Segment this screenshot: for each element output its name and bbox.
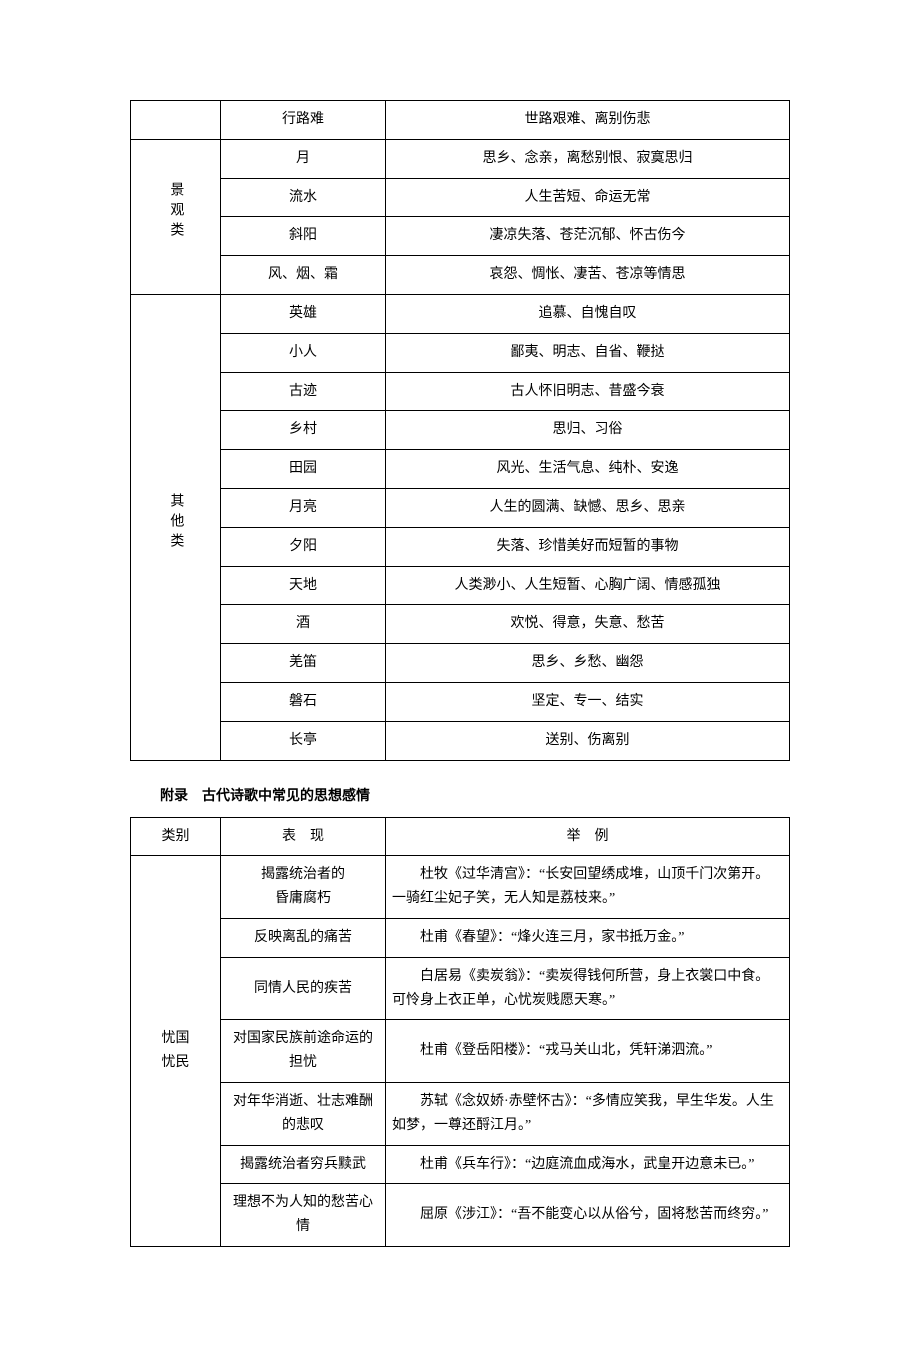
example-cell: 杜甫《春望》：“烽火连三月，家书抵万金。” [386, 918, 790, 957]
item-cell: 长亭 [221, 721, 386, 760]
table-row: 天地人类渺小、人生短暂、心胸广阔、情感孤独 [131, 566, 790, 605]
category-cell: 忧国忧民 [131, 856, 221, 1247]
meaning-cell: 人类渺小、人生短暂、心胸广阔、情感孤独 [386, 566, 790, 605]
table-row: 反映离乱的痛苦 杜甫《春望》：“烽火连三月，家书抵万金。” [131, 918, 790, 957]
item-cell: 行路难 [221, 101, 386, 140]
item-cell: 流水 [221, 178, 386, 217]
table-row: 酒欢悦、得意，失意、愁苦 [131, 605, 790, 644]
expression-cell: 对国家民族前途命运的担忧 [221, 1020, 386, 1083]
category-cell: 景观类 [131, 139, 221, 294]
table-row: 夕阳失落、珍惜美好而短暂的事物 [131, 527, 790, 566]
item-cell: 夕阳 [221, 527, 386, 566]
meaning-cell: 欢悦、得意，失意、愁苦 [386, 605, 790, 644]
table-row: 月亮人生的圆满、缺憾、思乡、思亲 [131, 488, 790, 527]
expression-cell: 揭露统治者穷兵黩武 [221, 1145, 386, 1184]
section-title: 附录 古代诗歌中常见的思想感情 [160, 785, 790, 805]
meaning-cell: 坚定、专一、结实 [386, 682, 790, 721]
category-cell: 其他类 [131, 294, 221, 760]
expression-cell: 反映离乱的痛苦 [221, 918, 386, 957]
meaning-cell: 鄙夷、明志、自省、鞭挞 [386, 333, 790, 372]
table-row: 羌笛思乡、乡愁、幽怨 [131, 644, 790, 683]
meaning-cell: 风光、生活气息、纯朴、安逸 [386, 450, 790, 489]
meaning-cell: 世路艰难、离别伤悲 [386, 101, 790, 140]
table-row: 风、烟、霜哀怨、惆怅、凄苦、苍凉等情思 [131, 256, 790, 295]
meaning-cell: 古人怀旧明志、昔盛今衰 [386, 372, 790, 411]
table-row: 忧国忧民揭露统治者的昏庸腐朽 杜牧《过华清宫》：“长安回望绣成堆，山顶千门次第开… [131, 856, 790, 919]
meaning-cell: 思归、习俗 [386, 411, 790, 450]
item-cell: 羌笛 [221, 644, 386, 683]
example-cell: 苏轼《念奴娇·赤壁怀古》：“多情应笑我，早生华发。人生如梦，一尊还酹江月。” [386, 1082, 790, 1145]
table-row: 同情人民的疾苦 白居易《卖炭翁》：“卖炭得钱何所营，身上衣裳口中食。可怜身上衣正… [131, 957, 790, 1020]
table-row: 对年华消逝、壮志难酬的悲叹 苏轼《念奴娇·赤壁怀古》：“多情应笑我，早生华发。人… [131, 1082, 790, 1145]
meaning-cell: 送别、伤离别 [386, 721, 790, 760]
item-cell: 月亮 [221, 488, 386, 527]
item-cell: 天地 [221, 566, 386, 605]
table-row: 乡村思归、习俗 [131, 411, 790, 450]
meaning-cell: 哀怨、惆怅、凄苦、苍凉等情思 [386, 256, 790, 295]
item-cell: 斜阳 [221, 217, 386, 256]
header-cell: 表 现 [221, 817, 386, 856]
table-row: 斜阳凄凉失落、苍茫沉郁、怀古伤今 [131, 217, 790, 256]
meaning-cell: 失落、珍惜美好而短暂的事物 [386, 527, 790, 566]
item-cell: 酒 [221, 605, 386, 644]
table-row: 小人鄙夷、明志、自省、鞭挞 [131, 333, 790, 372]
meaning-cell: 追慕、自愧自叹 [386, 294, 790, 333]
example-cell: 白居易《卖炭翁》：“卖炭得钱何所营，身上衣裳口中食。可怜身上衣正单，心忧炭贱愿天… [386, 957, 790, 1020]
table-row: 揭露统治者穷兵黩武 杜甫《兵车行》：“边庭流血成海水，武皇开边意未已。” [131, 1145, 790, 1184]
item-cell: 古迹 [221, 372, 386, 411]
imagery-table: 行路难世路艰难、离别伤悲景观类月思乡、念亲，离愁别恨、寂寞思归流水人生苦短、命运… [130, 100, 790, 761]
table-row: 古迹古人怀旧明志、昔盛今衰 [131, 372, 790, 411]
item-cell: 英雄 [221, 294, 386, 333]
table-row: 流水人生苦短、命运无常 [131, 178, 790, 217]
item-cell: 磐石 [221, 682, 386, 721]
example-cell: 杜甫《兵车行》：“边庭流血成海水，武皇开边意未已。” [386, 1145, 790, 1184]
expression-cell: 揭露统治者的昏庸腐朽 [221, 856, 386, 919]
table-row: 长亭送别、伤离别 [131, 721, 790, 760]
example-cell: 杜牧《过华清宫》：“长安回望绣成堆，山顶千门次第开。一骑红尘妃子笑，无人知是荔枝… [386, 856, 790, 919]
table-row: 对国家民族前途命运的担忧 杜甫《登岳阳楼》：“戎马关山北，凭轩涕泗流。” [131, 1020, 790, 1083]
table-row: 景观类月思乡、念亲，离愁别恨、寂寞思归 [131, 139, 790, 178]
meaning-cell: 思乡、念亲，离愁别恨、寂寞思归 [386, 139, 790, 178]
item-cell: 风、烟、霜 [221, 256, 386, 295]
header-cell: 类别 [131, 817, 221, 856]
item-cell: 乡村 [221, 411, 386, 450]
expression-cell: 同情人民的疾苦 [221, 957, 386, 1020]
item-cell: 小人 [221, 333, 386, 372]
header-cell: 举 例 [386, 817, 790, 856]
expression-cell: 理想不为人知的愁苦心情 [221, 1184, 386, 1247]
item-cell: 田园 [221, 450, 386, 489]
example-cell: 杜甫《登岳阳楼》：“戎马关山北，凭轩涕泗流。” [386, 1020, 790, 1083]
table-row: 田园风光、生活气息、纯朴、安逸 [131, 450, 790, 489]
meaning-cell: 凄凉失落、苍茫沉郁、怀古伤今 [386, 217, 790, 256]
expression-cell: 对年华消逝、壮志难酬的悲叹 [221, 1082, 386, 1145]
emotion-table: 类别表 现举 例忧国忧民揭露统治者的昏庸腐朽 杜牧《过华清宫》：“长安回望绣成堆… [130, 817, 790, 1247]
example-cell: 屈原《涉江》：“吾不能变心以从俗兮，固将愁苦而终穷。” [386, 1184, 790, 1247]
category-cell [131, 101, 221, 140]
table-row: 磐石坚定、专一、结实 [131, 682, 790, 721]
table-row: 行路难世路艰难、离别伤悲 [131, 101, 790, 140]
table-row: 理想不为人知的愁苦心情 屈原《涉江》：“吾不能变心以从俗兮，固将愁苦而终穷。” [131, 1184, 790, 1247]
table-row: 其他类英雄追慕、自愧自叹 [131, 294, 790, 333]
meaning-cell: 人生的圆满、缺憾、思乡、思亲 [386, 488, 790, 527]
table-header-row: 类别表 现举 例 [131, 817, 790, 856]
meaning-cell: 人生苦短、命运无常 [386, 178, 790, 217]
meaning-cell: 思乡、乡愁、幽怨 [386, 644, 790, 683]
item-cell: 月 [221, 139, 386, 178]
